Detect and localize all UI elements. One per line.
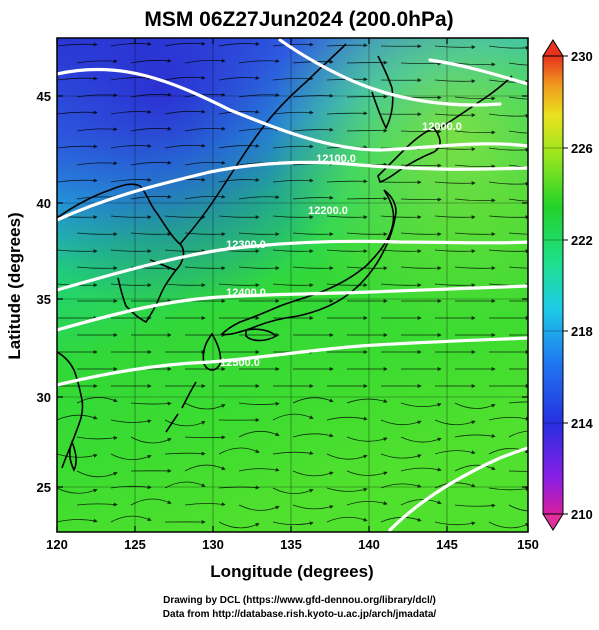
contour-line <box>278 38 502 107</box>
contour-line <box>57 239 528 292</box>
contour-line <box>388 446 528 532</box>
y-tick-label: 40 <box>37 196 51 211</box>
contour-line <box>428 58 528 86</box>
footer-credit-dcl: Drawing by DCL (https://www.gfd-dennou.o… <box>163 595 436 606</box>
x-tick-label: 150 <box>517 537 539 552</box>
contour-label: 12400.0 <box>226 287 266 299</box>
colorbar-tick-label: 214 <box>571 416 593 431</box>
contour-label: 12500.0 <box>220 357 260 369</box>
contour-labels: 12000.0 12100.0 12200.0 12300.0 12400.0 12500… <box>220 121 462 369</box>
footer-credit-data: Data from http://database.rish.kyoto-u.a… <box>162 609 437 620</box>
contour-label: 12000.0 <box>422 121 462 133</box>
plot-frame <box>56 37 529 533</box>
graticule <box>57 38 528 532</box>
contour-label: 12200.0 <box>308 205 348 217</box>
contour-label: 12300.0 <box>226 239 266 251</box>
contour-line <box>57 284 528 332</box>
map-title: MSM 06Z27Jun2024 (200.0hPa) <box>144 8 453 31</box>
x-tick-label: 140 <box>358 537 380 552</box>
x-axis: 120 125 130 135 140 145 150 <box>46 38 539 552</box>
colorbar-tick-label: 230 <box>571 49 593 64</box>
temperature-field: 12000.0 12100.0 12200.0 12300.0 12400.0 12500… <box>57 38 528 532</box>
y-tick-label: 25 <box>37 480 51 495</box>
y-tick-label: 30 <box>37 390 51 405</box>
x-tick-label: 135 <box>280 537 302 552</box>
x-tick-label: 130 <box>202 537 224 552</box>
y-axis-label: Latitude (degrees) <box>5 212 24 359</box>
contour-line <box>57 67 528 152</box>
colorbar-tick-label: 222 <box>571 233 593 248</box>
height-contours <box>57 38 528 532</box>
colorbar-tick-label: 226 <box>571 141 593 156</box>
contour-line <box>57 160 528 222</box>
y-tick-label: 35 <box>37 292 51 307</box>
x-tick-label: 125 <box>124 537 146 552</box>
colorbar-tick-label: 210 <box>571 507 593 522</box>
x-tick-label: 145 <box>436 537 458 552</box>
y-axis: 45 40 35 30 25 <box>37 89 528 495</box>
x-axis-label: Longitude (degrees) <box>210 562 373 581</box>
x-tick-label: 120 <box>46 537 68 552</box>
contour-line <box>57 336 528 387</box>
colorbar-tick-label: 218 <box>571 324 593 339</box>
colorbar: 230 226 222 218 214 210 <box>542 39 593 531</box>
y-tick-label: 45 <box>37 89 51 104</box>
contour-label: 12100.0 <box>316 153 356 165</box>
